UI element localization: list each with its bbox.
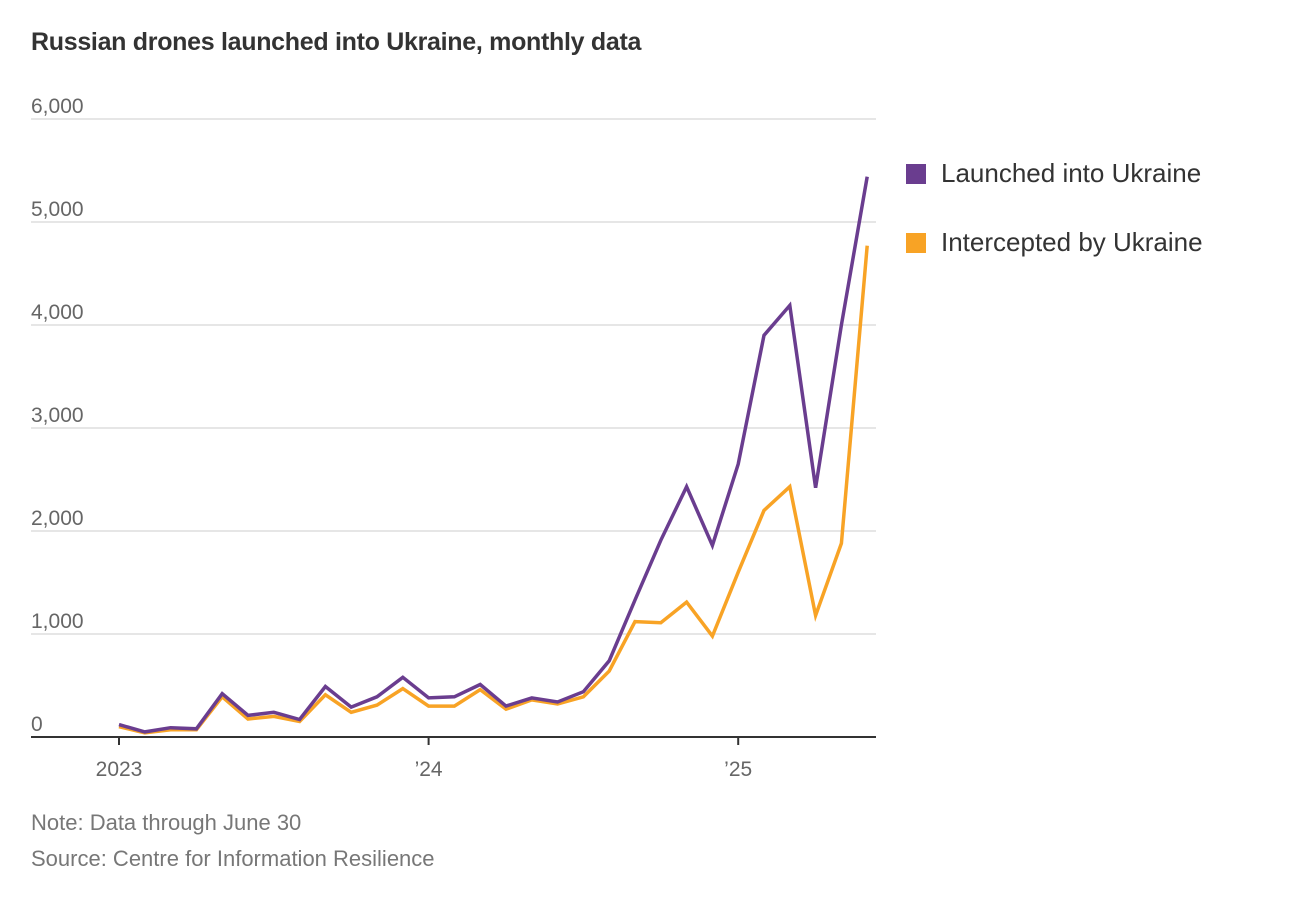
series-line-launched-into-ukraine <box>118 176 869 734</box>
x-tick-label: ’24 <box>415 758 443 781</box>
chart-note: Note: Data through June 30 <box>31 810 302 835</box>
legend-label-intercepted: Intercepted by Ukraine <box>941 227 1203 257</box>
legend-item-launched: Launched into Ukraine <box>906 158 1201 189</box>
x-tick-label: ’25 <box>724 758 752 781</box>
series-line-intercepted-by-ukraine <box>118 245 869 735</box>
y-tick-label: 4,000 <box>31 301 84 324</box>
x-tick-label: 2023 <box>96 758 143 781</box>
y-tick-label: 6,000 <box>31 95 84 118</box>
y-tick-label: 5,000 <box>31 198 84 221</box>
chart-title: Russian drones launched into Ukraine, mo… <box>31 28 642 56</box>
legend-swatch-launched <box>906 163 926 184</box>
y-tick-label: 1,000 <box>31 610 84 633</box>
legend-label-launched: Launched into Ukraine <box>941 158 1202 188</box>
legend-item-intercepted: Intercepted by Ukraine <box>906 227 1203 258</box>
y-tick-label: 2,000 <box>31 507 84 530</box>
y-tick-label: 3,000 <box>31 404 84 427</box>
legend-swatch-intercepted <box>906 232 926 253</box>
chart-source: Source: Centre for Information Resilienc… <box>31 846 435 871</box>
y-tick-label: 0 <box>31 713 43 736</box>
